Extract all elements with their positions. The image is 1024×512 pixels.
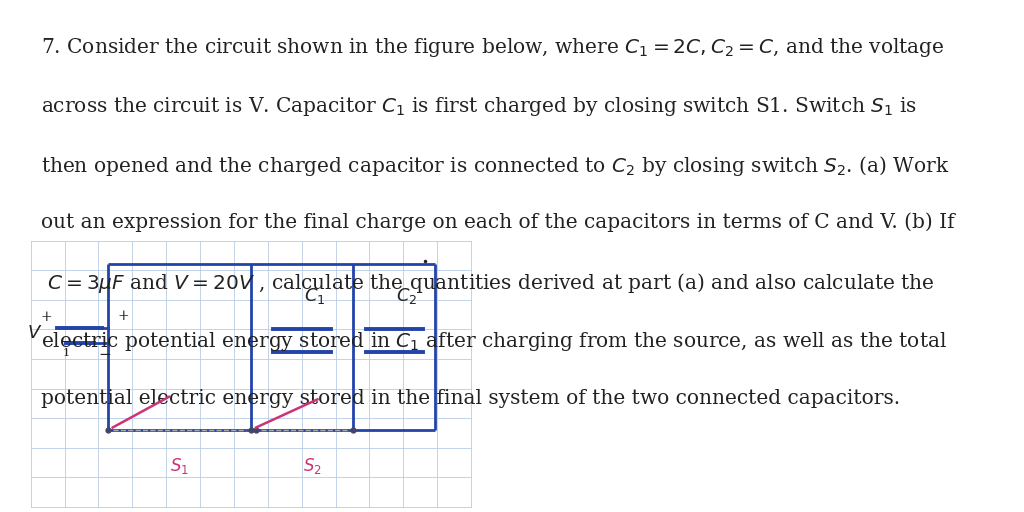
Text: $S_1$: $S_1$: [170, 456, 188, 476]
Text: across the circuit is V. Capacitor $C_1$ is first charged by closing switch S1. : across the circuit is V. Capacitor $C_1$…: [41, 95, 918, 118]
Text: $C_2$: $C_2$: [396, 286, 418, 306]
Text: $C_1$: $C_1$: [304, 286, 326, 306]
Text: $V$: $V$: [27, 324, 42, 342]
Text: potential electric energy stored in the final system of the two connected capaci: potential electric energy stored in the …: [41, 389, 900, 408]
Text: $-$: $-$: [98, 346, 112, 359]
Text: 1: 1: [62, 348, 70, 358]
Text: $S_2$: $S_2$: [303, 456, 322, 476]
Text: +: +: [118, 309, 129, 323]
Text: $C = 3\mu F$ and $V = 20V$ , calculate the quantities derived at part (a) and al: $C = 3\mu F$ and $V = 20V$ , calculate t…: [41, 271, 935, 295]
Text: +: +: [41, 310, 52, 324]
Text: out an expression for the final charge on each of the capacitors in terms of C a: out an expression for the final charge o…: [41, 212, 954, 232]
Text: electric potential energy stored in $C_1$ after charging from the source, as wel: electric potential energy stored in $C_1…: [41, 330, 947, 353]
Text: 7. Consider the circuit shown in the figure below, where $C_1 = 2C, C_2 = C$, an: 7. Consider the circuit shown in the fig…: [41, 36, 944, 59]
Text: then opened and the charged capacitor is connected to $C_2$ by closing switch $S: then opened and the charged capacitor is…: [41, 154, 949, 178]
